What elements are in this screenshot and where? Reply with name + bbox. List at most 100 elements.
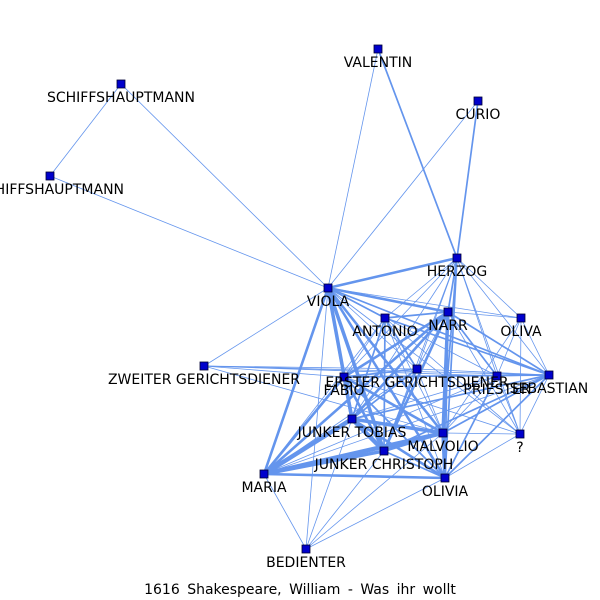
- node-label-bedienter: BEDIENTER: [266, 555, 346, 571]
- edge-valentin-viola: [327, 48, 379, 289]
- node-christoph[interactable]: [379, 446, 389, 456]
- edge-erster-sebastian: [416, 368, 550, 376]
- node-label-viola: VIOLA: [307, 294, 350, 310]
- edge-malvolio-bedienter: [305, 432, 444, 550]
- edge-narr-sebastian: [447, 311, 550, 376]
- edge-priester-tobias: [351, 375, 498, 420]
- node-label-maria: MARIA: [241, 480, 287, 496]
- edge-herzog-question: [456, 257, 521, 435]
- edge-viola-olivia: [326, 286, 447, 480]
- node-schiff1[interactable]: [116, 79, 126, 89]
- edge-zweiter-priester: [203, 365, 498, 377]
- edge-olivia-bedienter: [305, 477, 446, 550]
- node-fabio[interactable]: [339, 372, 349, 382]
- node-label-priester: PRIESTER: [463, 382, 530, 398]
- node-malvolio[interactable]: [438, 428, 448, 438]
- node-label-valentin: VALENTIN: [344, 55, 413, 71]
- edge-narr-oliva: [447, 311, 522, 319]
- edge-schiff1-viola: [120, 83, 329, 289]
- edge-priester-olivia: [444, 375, 498, 479]
- node-label-curio: CURIO: [456, 107, 501, 123]
- node-narr[interactable]: [443, 307, 453, 317]
- node-tobias[interactable]: [347, 414, 357, 424]
- edge-viola-bedienter: [305, 287, 329, 550]
- edge-zweiter-malvolio: [203, 365, 444, 434]
- node-label-herzog: HERZOG: [427, 264, 488, 280]
- graph-caption: 1616 Shakespeare, William - Was ihr woll…: [144, 582, 456, 598]
- edge-viola-question: [327, 287, 521, 435]
- edge-herzog-antonio: [384, 257, 458, 319]
- edge-zweiter-erster: [203, 365, 418, 370]
- edge-tobias-olivia: [350, 417, 447, 480]
- edge-tobias-malvolio: [350, 417, 445, 435]
- edge-olivia-question: [444, 433, 521, 479]
- node-valentin[interactable]: [373, 44, 383, 54]
- edge-herzog-fabio: [343, 257, 458, 378]
- node-sebastian[interactable]: [544, 370, 554, 380]
- edge-viola-zweiter: [203, 287, 329, 367]
- node-label-tobias: JUNKER TOBIAS: [297, 425, 407, 441]
- node-label-antonio: ANTONIO: [352, 324, 417, 340]
- edge-antonio-christoph: [383, 317, 386, 452]
- node-label-fabio: FABIO: [323, 383, 364, 399]
- edge-fabio-question: [343, 376, 521, 435]
- edge-sebastian-tobias: [351, 374, 550, 420]
- node-herzog[interactable]: [452, 253, 462, 263]
- edge-fabio-malvolio: [342, 375, 445, 435]
- node-viola[interactable]: [323, 283, 333, 293]
- edge-sebastian-maria: [263, 374, 550, 475]
- edge-christoph-maria: [262, 449, 386, 476]
- node-label-question: ?: [516, 440, 523, 456]
- edge-herzog-oliva: [456, 257, 522, 319]
- edge-antonio-olivia: [384, 317, 446, 479]
- edge-viola-narr: [326, 286, 450, 314]
- edge-zweiter-fabio: [203, 365, 345, 378]
- edge-narr-fabio: [342, 310, 450, 379]
- node-zweiter[interactable]: [199, 361, 209, 371]
- edges-layer: [49, 48, 550, 550]
- edge-oliva-sebastian: [520, 317, 550, 376]
- node-schiff2[interactable]: [45, 171, 55, 181]
- edge-antonio-sebastian: [384, 317, 550, 376]
- edge-maria-olivia: [262, 472, 447, 480]
- node-antonio[interactable]: [380, 313, 390, 323]
- edge-sebastian-olivia: [444, 374, 550, 479]
- edge-narr-maria: [262, 310, 450, 476]
- edge-narr-antonio: [384, 311, 449, 319]
- edge-tobias-maria: [261, 416, 355, 477]
- node-oliva[interactable]: [516, 313, 526, 323]
- edge-fabio-tobias: [342, 375, 354, 421]
- edge-curio-herzog: [456, 100, 479, 259]
- labels-layer: VALENTIN SCHIFFSHAUPTMANN CURIO SCHIFFSHAUP…: [0, 55, 588, 571]
- edge-sebastian-malvolio: [442, 374, 550, 434]
- node-label-zweiter: ZWEITER GERICHTSDIENER: [108, 372, 300, 388]
- edge-schiff1-schiff2: [49, 83, 122, 177]
- node-erster[interactable]: [412, 364, 422, 374]
- edge-priester-malvolio: [442, 375, 498, 434]
- node-label-christoph: JUNKER CHRISTOPH: [314, 457, 454, 473]
- node-curio[interactable]: [473, 96, 483, 106]
- edge-tobias-bedienter: [305, 418, 353, 550]
- edge-curio-viola: [327, 100, 479, 289]
- edge-viola-priester: [327, 287, 498, 377]
- node-priester[interactable]: [492, 371, 502, 381]
- edge-christoph-bedienter: [305, 450, 385, 550]
- node-question[interactable]: [515, 429, 525, 439]
- edge-viola-maria: [262, 286, 330, 476]
- edge-fabio-christoph: [342, 375, 386, 453]
- node-maria[interactable]: [259, 469, 269, 479]
- node-label-erster: ERSTER GERICHTSDIENER: [325, 375, 508, 391]
- edge-erster-fabio: [343, 368, 418, 378]
- node-label-oliva: OLIVA: [500, 324, 542, 340]
- nodes-layer: [45, 44, 554, 554]
- edge-antonio-erster: [384, 317, 418, 370]
- node-bedienter[interactable]: [301, 544, 311, 554]
- edge-fabio-maria: [262, 375, 346, 476]
- node-label-schiff1: SCHIFFSHAUPTMANN: [47, 90, 195, 106]
- edge-valentin-herzog: [377, 48, 458, 259]
- node-olivia[interactable]: [440, 473, 450, 483]
- edge-zweiter-sebastian: [203, 365, 550, 376]
- edge-malvolio-question: [442, 432, 521, 435]
- edge-malvolio-olivia: [441, 431, 447, 480]
